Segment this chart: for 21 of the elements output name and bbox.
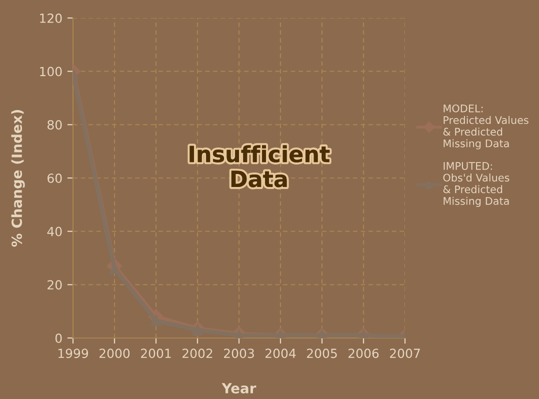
x-tick-label: 2007 [390,348,420,358]
y-tick-label: 80 [48,120,62,130]
x-tick-label: 1999 [58,348,88,358]
x-tick-label: 2001 [141,348,171,358]
y-tick-label: 60 [48,173,62,183]
annotation: Insufficient Data [190,145,330,188]
y-axis-title: % Change (Index) [11,110,25,247]
x-tick-label: 2004 [266,348,296,358]
x-tick-label: 2002 [182,348,212,358]
y-tick-label: 20 [48,280,62,290]
legend-label: IMPUTED: Obs'd Values & Predicted Missing Data [443,162,510,207]
x-tick-label: 2000 [100,348,130,358]
y-tick-label: 120 [40,13,62,23]
legend-label: MODEL: Predicted Values & Predicted Missing Data [443,104,528,150]
y-tick-label: 0 [55,333,62,343]
x-tick-label: 2006 [348,348,379,358]
x-tick-label: 2003 [224,348,254,358]
x-axis-title: Year [222,383,256,394]
y-tick-label: 100 [40,66,62,76]
y-tick-label: 40 [47,226,62,236]
x-tick-label: 2005 [307,348,337,358]
